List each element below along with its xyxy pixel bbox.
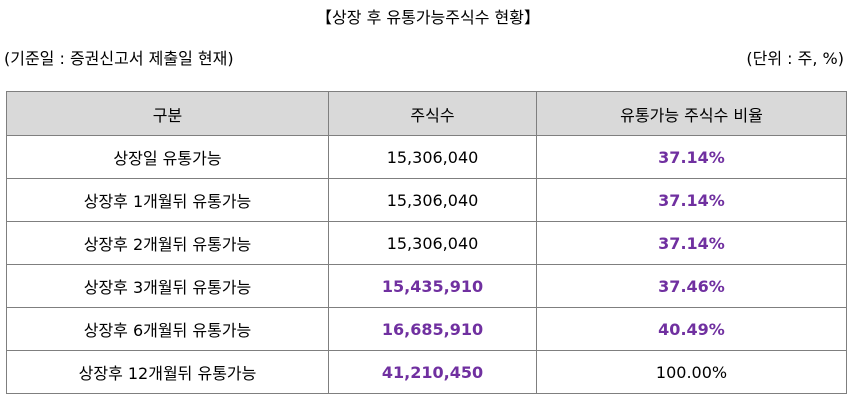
header-category: 구분 bbox=[6, 91, 329, 136]
row-ratio: 37.14% bbox=[536, 135, 847, 179]
row-label: 상장일 유통가능 bbox=[6, 135, 329, 179]
row-ratio: 37.14% bbox=[536, 221, 847, 265]
header-shares: 주식수 bbox=[328, 91, 537, 136]
header-ratio: 유통가능 주식수 비율 bbox=[536, 91, 847, 136]
table-row: 상장후 3개월뒤 유통가능 15,435,910 37.46% bbox=[6, 264, 847, 308]
row-ratio: 40.49% bbox=[536, 307, 847, 351]
table-row: 상장후 2개월뒤 유통가능 15,306,040 37.14% bbox=[6, 221, 847, 265]
row-shares: 15,306,040 bbox=[328, 135, 537, 179]
row-ratio: 100.00% bbox=[536, 350, 847, 394]
row-shares: 16,685,910 bbox=[328, 307, 537, 351]
table-row: 상장후 6개월뒤 유통가능 16,685,910 40.49% bbox=[6, 307, 847, 351]
row-label: 상장후 3개월뒤 유통가능 bbox=[6, 264, 329, 308]
table-header-row: 구분 주식수 유통가능 주식수 비율 bbox=[6, 91, 847, 136]
table-row: 상장후 12개월뒤 유통가능 41,210,450 100.00% bbox=[6, 350, 847, 394]
row-shares: 15,306,040 bbox=[328, 178, 537, 222]
row-shares: 15,435,910 bbox=[328, 264, 537, 308]
row-shares: 15,306,040 bbox=[328, 221, 537, 265]
page-title: 【상장 후 유통가능주식수 현황】 bbox=[316, 8, 540, 27]
row-shares: 41,210,450 bbox=[328, 350, 537, 394]
reference-date-note: (기준일 : 증권신고서 제출일 현재) bbox=[4, 49, 234, 68]
row-ratio: 37.14% bbox=[536, 178, 847, 222]
table-row: 상장일 유통가능 15,306,040 37.14% bbox=[6, 135, 847, 179]
row-label: 상장후 2개월뒤 유통가능 bbox=[6, 221, 329, 265]
table-row: 상장후 1개월뒤 유통가능 15,306,040 37.14% bbox=[6, 178, 847, 222]
row-label: 상장후 12개월뒤 유통가능 bbox=[6, 350, 329, 394]
tradable-shares-table: 구분 주식수 유통가능 주식수 비율 상장일 유통가능 15,306,040 3… bbox=[6, 91, 847, 394]
row-label: 상장후 1개월뒤 유통가능 bbox=[6, 178, 329, 222]
row-ratio: 37.46% bbox=[536, 264, 847, 308]
row-label: 상장후 6개월뒤 유통가능 bbox=[6, 307, 329, 351]
unit-note: (단위 : 주, %) bbox=[746, 49, 844, 68]
